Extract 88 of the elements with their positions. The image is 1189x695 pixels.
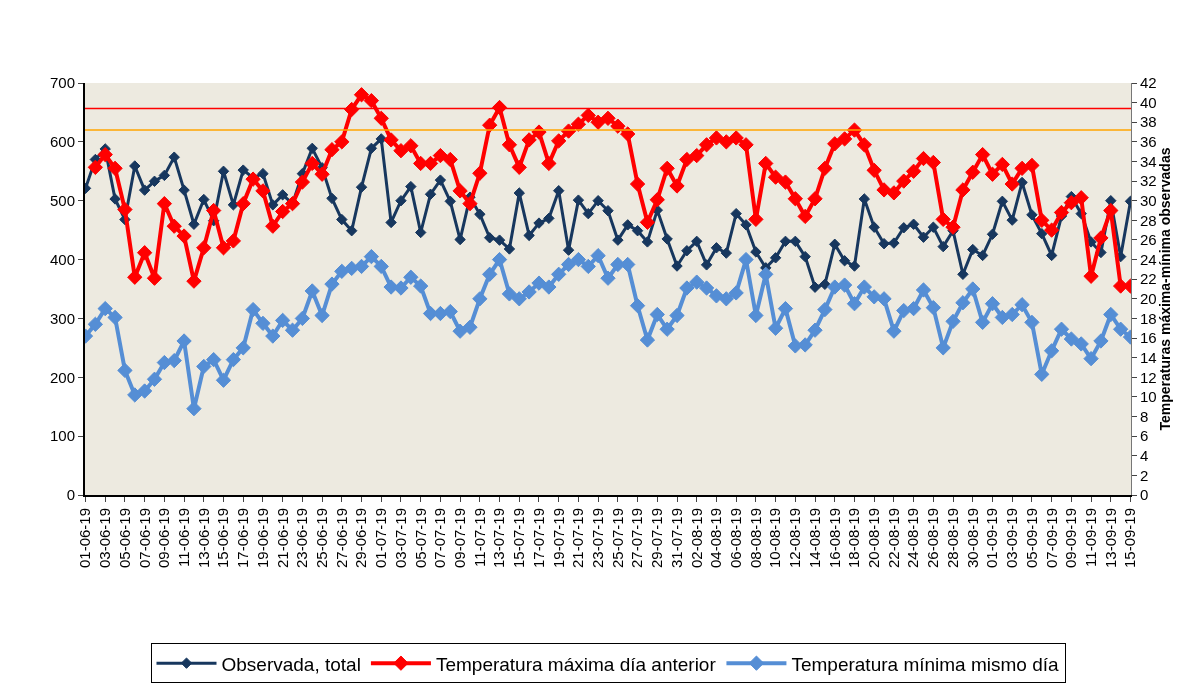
y2-tick-label: 42 [1140, 74, 1157, 92]
x-tick-label: 22-08-19 [884, 508, 902, 569]
y-tick-label: 300 [49, 309, 75, 327]
y2-tick-label: 18 [1140, 309, 1157, 327]
x-tick-label: 29-06-19 [352, 508, 370, 569]
legend-label: Temperatura máxima día anterior [435, 653, 717, 675]
x-tick-label: 23-07-19 [589, 508, 607, 569]
x-tick-label: 07-06-19 [135, 508, 153, 569]
x-tick-label: 09-09-19 [1062, 508, 1080, 569]
x-tick-label: 15-09-19 [1121, 508, 1139, 569]
x-tick-label: 13-06-19 [194, 508, 212, 569]
y-tick-label: 0 [66, 486, 75, 504]
x-tick-label: 17-07-19 [529, 508, 547, 569]
x-tick-label: 02-08-19 [687, 508, 705, 569]
x-tick-label: 03-06-19 [96, 508, 114, 569]
y2-tick-label: 4 [1140, 447, 1149, 465]
x-tick-label: 05-07-19 [411, 508, 429, 569]
x-tick-label: 03-07-19 [391, 508, 409, 569]
y2-tick-label: 40 [1140, 93, 1157, 111]
x-tick-label: 01-07-19 [372, 508, 390, 569]
y-tick-label: 400 [49, 250, 75, 268]
legend-label: Observada, total [221, 653, 361, 675]
y2-tick-label: 30 [1140, 191, 1157, 209]
x-tick-label: 01-06-19 [76, 508, 94, 569]
x-tick-label: 10-08-19 [766, 508, 784, 569]
x-tick-label: 11-06-19 [174, 508, 192, 567]
x-tick-label: 18-08-19 [845, 508, 863, 569]
x-tick-label: 14-08-19 [805, 508, 823, 569]
x-tick-label: 21-06-19 [273, 508, 291, 569]
y2-tick-label: 36 [1140, 133, 1157, 151]
x-tick-label: 30-08-19 [963, 508, 981, 569]
x-tick-label: 03-09-19 [1003, 508, 1021, 569]
y2-tick-label: 0 [1140, 486, 1149, 504]
x-tick-label: 06-08-19 [727, 508, 745, 569]
y-tick-label: 700 [49, 74, 75, 92]
x-tick-label: 21-07-19 [569, 508, 587, 569]
x-tick-label: 17-06-19 [234, 508, 252, 569]
y-tick-label: 100 [49, 427, 75, 445]
y2-tick-label: 20 [1140, 290, 1157, 308]
x-tick-label: 29-07-19 [648, 508, 666, 569]
x-tick-label: 01-09-19 [983, 508, 1001, 569]
x-tick-label: 05-06-19 [115, 508, 133, 569]
x-tick-label: 04-08-19 [707, 508, 725, 569]
x-tick-label: 12-08-19 [786, 508, 804, 569]
y2-tick-label: 22 [1140, 270, 1157, 288]
y2-tick-label: 12 [1140, 368, 1157, 386]
y2-tick-label: 32 [1140, 172, 1157, 190]
x-tick-label: 11-07-19 [470, 508, 488, 567]
y2-tick-label: 34 [1140, 152, 1157, 170]
x-tick-label: 23-06-19 [293, 508, 311, 569]
x-tick-label: 28-08-19 [943, 508, 961, 569]
x-tick-label: 16-08-19 [825, 508, 843, 569]
x-tick-label: 19-06-19 [253, 508, 271, 569]
x-tick-label: 09-06-19 [155, 508, 173, 569]
y-tick-label: 500 [49, 191, 75, 209]
x-tick-label: 11-09-19 [1081, 508, 1099, 567]
y2-tick-label: 26 [1140, 231, 1157, 249]
x-tick-label: 15-07-19 [510, 508, 528, 569]
y2-tick-label: 2 [1140, 466, 1149, 484]
x-tick-label: 26-08-19 [924, 508, 942, 569]
y2-tick-label: 28 [1140, 211, 1157, 229]
x-tick-label: 31-07-19 [667, 508, 685, 569]
x-tick-label: 07-09-19 [1042, 508, 1060, 569]
y2-tick-label: 24 [1140, 250, 1157, 268]
y2-tick-label: 8 [1140, 407, 1149, 425]
x-tick-label: 25-06-19 [312, 508, 330, 569]
x-tick-label: 19-07-19 [549, 508, 567, 569]
x-tick-label: 24-08-19 [904, 508, 922, 569]
x-tick-label: 15-06-19 [214, 508, 232, 569]
y2-tick-label: 38 [1140, 113, 1157, 131]
x-tick-label: 27-07-19 [628, 508, 646, 569]
y2-tick-label: 16 [1140, 329, 1157, 347]
y2-tick-label: 10 [1140, 388, 1157, 406]
x-tick-label: 09-07-19 [450, 508, 468, 569]
x-tick-label: 13-07-19 [490, 508, 508, 569]
x-tick-label: 08-08-19 [746, 508, 764, 569]
x-tick-label: 07-07-19 [431, 508, 449, 569]
y-tick-label: 600 [49, 133, 75, 151]
y2-tick-label: 14 [1140, 348, 1157, 366]
x-tick-label: 25-07-19 [608, 508, 626, 569]
x-tick-label: 27-06-19 [332, 508, 350, 569]
legend-label: Temperatura mínima mismo día [791, 653, 1060, 675]
x-tick-label: 05-09-19 [1022, 508, 1040, 569]
x-tick-label: 13-09-19 [1101, 508, 1119, 569]
y2-tick-label: 6 [1140, 427, 1149, 445]
x-tick-label: 20-08-19 [865, 508, 883, 569]
y-tick-label: 200 [49, 368, 75, 386]
y2-axis-title: Temperaturas máxima-mínima observadas [1156, 147, 1173, 431]
